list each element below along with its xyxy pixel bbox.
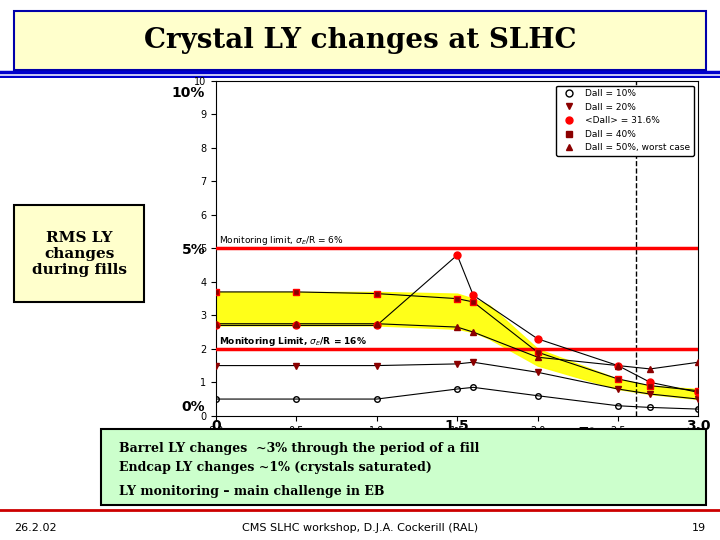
Text: Monitoring limit, $\sigma_E$/R = 6%: Monitoring limit, $\sigma_E$/R = 6% (219, 234, 344, 247)
Text: Crystal LY changes at SLHC: Crystal LY changes at SLHC (144, 27, 576, 54)
Text: 19: 19 (691, 523, 706, 533)
Text: LY monitoring – main challenge in EB: LY monitoring – main challenge in EB (119, 485, 384, 498)
Text: Monitoring Limit, $\sigma_E$/R = 16%: Monitoring Limit, $\sigma_E$/R = 16% (219, 335, 367, 348)
Text: RMS LY
changes
during fills: RMS LY changes during fills (32, 231, 127, 277)
Text: 5%: 5% (181, 243, 205, 257)
Text: 0%: 0% (181, 400, 205, 414)
Text: 3.0: 3.0 (686, 420, 711, 434)
FancyBboxPatch shape (101, 429, 706, 505)
Text: Barrel LY changes  ~3% through the period of a fill: Barrel LY changes ~3% through the period… (119, 442, 480, 455)
Text: Endcap LY changes ~1% (crystals saturated): Endcap LY changes ~1% (crystals saturate… (119, 461, 432, 474)
FancyBboxPatch shape (14, 205, 144, 302)
Text: 1.5: 1.5 (445, 420, 469, 434)
Text: Eta: Eta (577, 426, 608, 444)
Text: 0: 0 (211, 420, 221, 434)
Text: CMS SLHC workshop, D.J.A. Cockerill (RAL): CMS SLHC workshop, D.J.A. Cockerill (RAL… (242, 523, 478, 533)
FancyBboxPatch shape (14, 11, 706, 70)
Legend: Dall = 10%, Dall = 20%, <Dall> = 31.6%, Dall = 40%, Dall = 50%, worst case: Dall = 10%, Dall = 20%, <Dall> = 31.6%, … (557, 85, 694, 156)
Text: 26.2.02: 26.2.02 (14, 523, 57, 533)
Text: 10%: 10% (172, 86, 205, 100)
